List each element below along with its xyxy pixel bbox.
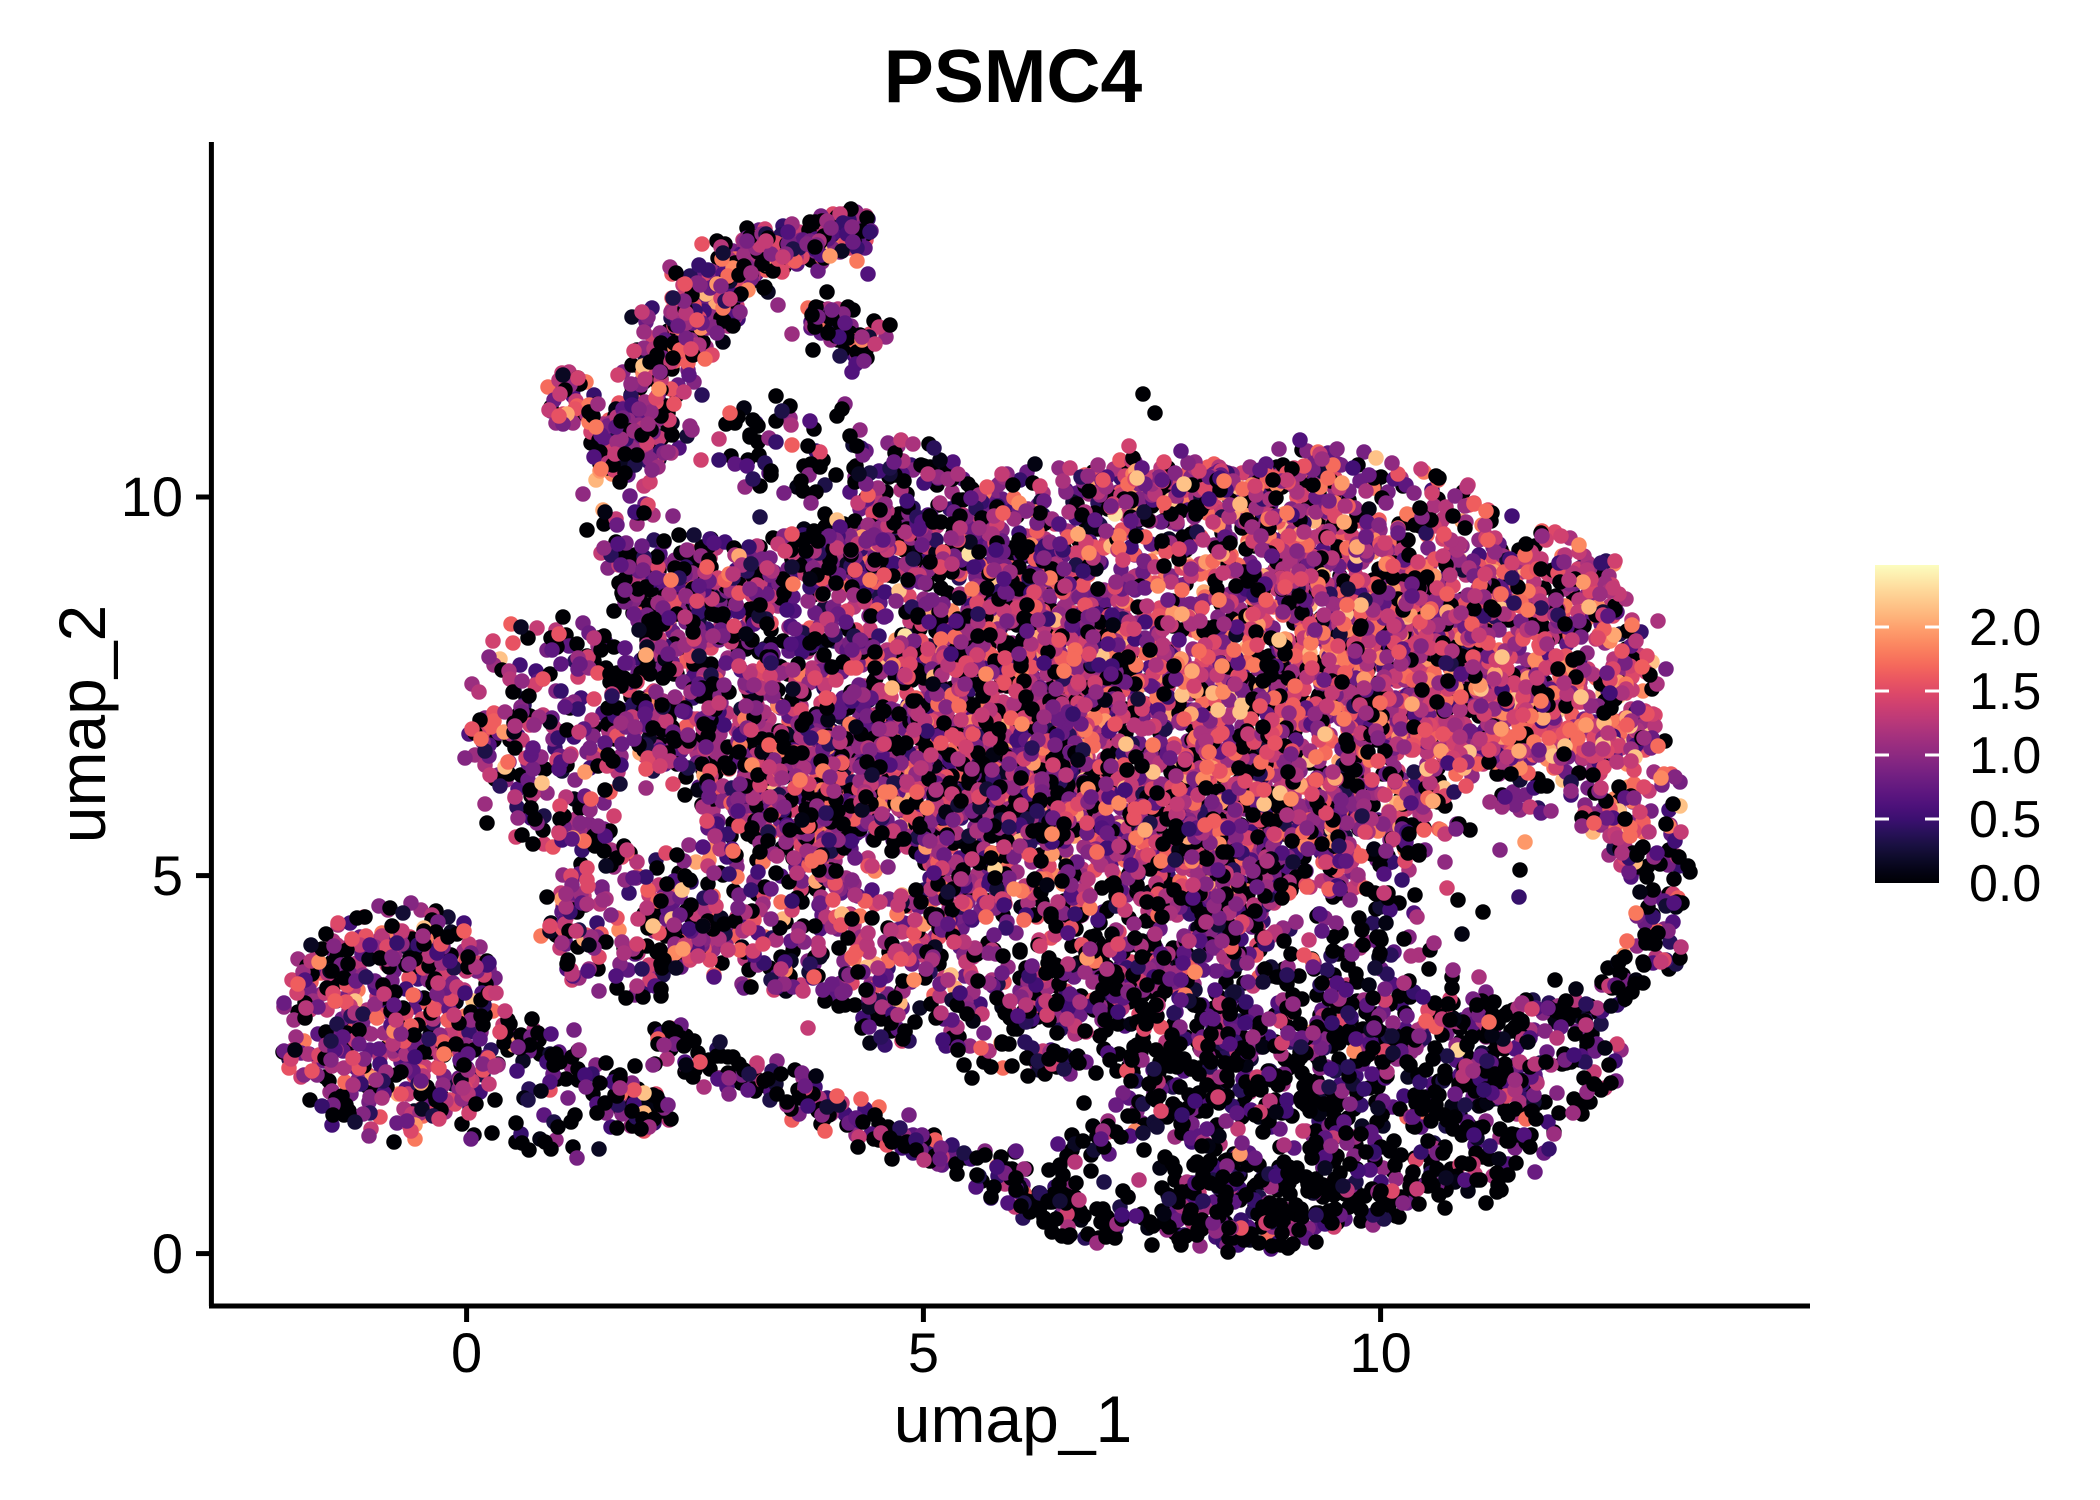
svg-text:PSMC4: PSMC4 (884, 34, 1143, 118)
svg-text:5: 5 (152, 844, 183, 907)
svg-text:2.0: 2.0 (1969, 599, 2041, 657)
svg-text:0: 0 (152, 1222, 183, 1285)
svg-text:1.0: 1.0 (1969, 727, 2041, 785)
svg-text:0: 0 (451, 1321, 482, 1384)
svg-text:1.5: 1.5 (1969, 663, 2041, 721)
svg-text:0.0: 0.0 (1969, 855, 2041, 913)
svg-text:0.5: 0.5 (1969, 791, 2041, 849)
svg-text:5: 5 (908, 1321, 939, 1384)
svg-text:10: 10 (121, 465, 183, 528)
svg-text:umap_1: umap_1 (894, 1382, 1133, 1456)
svg-text:10: 10 (1349, 1321, 1411, 1384)
svg-text:umap_2: umap_2 (45, 605, 119, 844)
